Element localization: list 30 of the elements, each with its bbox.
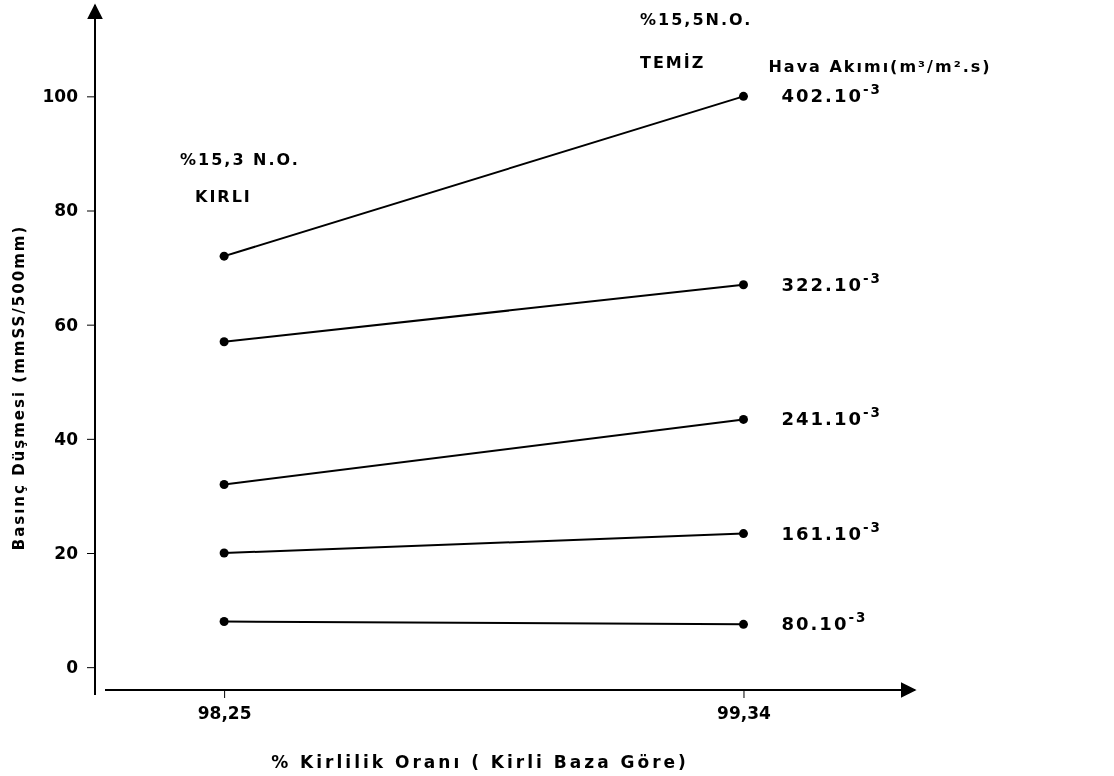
x-tick-label: 98,25 [197,703,252,723]
y-axis-title: Basınç Düşmesi (mmSS/500mm) [10,224,28,551]
x-axis-title: % Kirlilik Oranı ( Kirli Baza Göre) [271,752,689,772]
series-label: 402.10$^{-3}$ [781,81,882,107]
point [738,414,748,424]
y-tick-label: 80 [54,200,79,221]
point [219,617,229,626]
series-label: 241.10$^{-3}$ [781,404,882,430]
annotation: %15,3 N.O. [180,150,300,169]
x-tick-label: 99,34 [717,703,772,723]
point [219,480,229,489]
annotation: TEMİZ [640,53,706,72]
point [219,548,229,558]
y-tick-label: 60 [54,314,79,335]
annotation: KIRLI [195,187,252,206]
series-label: 161.10$^{-3}$ [781,518,882,544]
series-label: 322.10$^{-3}$ [781,269,882,295]
point [738,280,748,290]
y-tick-label: 20 [54,542,79,563]
legend-title: Hava Akımı(m³/m².s) [768,57,992,77]
y-tick-label: 0 [66,657,79,678]
point [738,91,748,101]
annotation: %15,5N.O. [640,10,753,29]
point [219,337,229,347]
point [738,529,748,539]
y-tick-label: 100 [42,86,79,107]
y-tick-label: 40 [54,428,79,449]
series-label: 80.10$^{-3}$ [781,609,868,635]
point [738,619,748,629]
point [219,251,229,261]
